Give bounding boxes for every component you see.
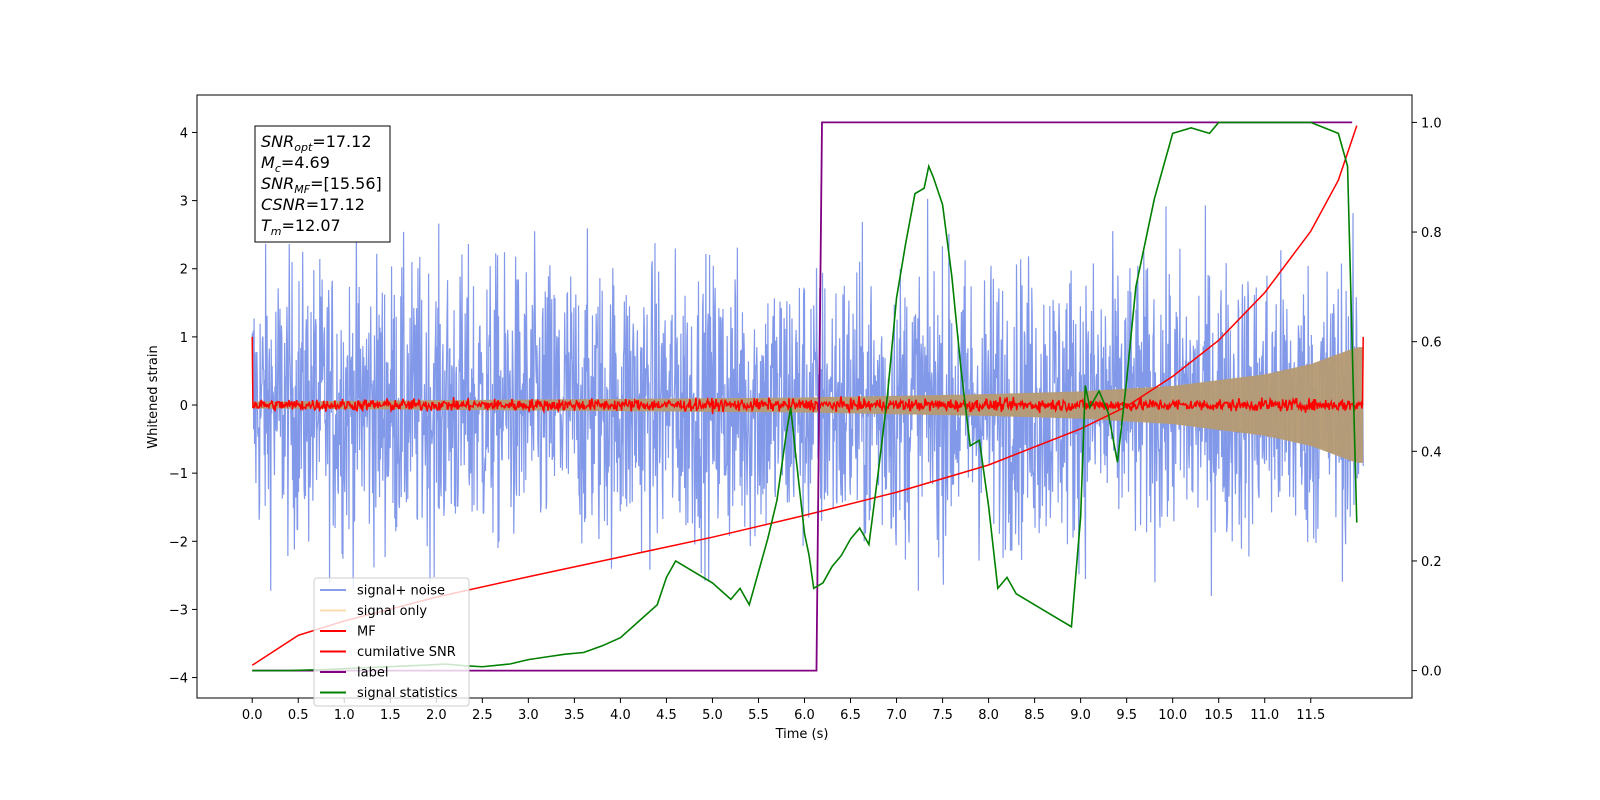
y-tick-label: 4 <box>180 126 188 141</box>
y-tick-label: −1 <box>169 467 188 482</box>
annotation-line: SNRopt=17.12 <box>261 132 372 154</box>
legend: signal+ noise signal only MF cumilative SNR… <box>313 577 470 707</box>
x-tick-label: 3.5 <box>564 708 585 723</box>
y2-tick-label: 0.0 <box>1421 665 1442 680</box>
series-label <box>252 121 1353 672</box>
annotation-box-frame <box>254 125 391 243</box>
annotation-line: SNRMF=[15.56] <box>261 174 382 196</box>
legend-label: MF <box>357 625 376 640</box>
x-tick-label: 6.5 <box>840 708 861 723</box>
x-tick-label: 8.0 <box>978 708 999 723</box>
x-tick-label: 8.5 <box>1024 708 1045 723</box>
x-tick-label: 1.0 <box>334 708 355 723</box>
y-axis-label: Whitened strain <box>146 345 161 448</box>
series-mf <box>251 336 1364 415</box>
x-axis-ticks: 0.0 0.5 1.0 1.5 2.0 2.5 3.0 3.5 4.0 4.5 5.0 5.5 6.0 6… <box>242 698 1325 723</box>
annotation-value: =17.12 <box>312 132 371 151</box>
y2-tick-label: 0.4 <box>1421 445 1442 460</box>
annotation-symbol: SNR <box>261 132 294 151</box>
y2-tick-label: 0.2 <box>1421 555 1442 570</box>
y-tick-label: 3 <box>180 195 188 210</box>
legend-frame <box>313 577 470 707</box>
x-tick-label: 2.0 <box>426 708 447 723</box>
annotation-line: CSNR=17.12 <box>261 195 365 214</box>
annotation-box: SNRopt=17.12Mc=4.69SNRMF=[15.56]CSNR=17.… <box>254 125 391 243</box>
x-tick-label: 1.5 <box>380 708 401 723</box>
x-tick-label: 4.5 <box>656 708 677 723</box>
legend-label: cumilative SNR <box>357 645 456 660</box>
y-tick-label: −3 <box>169 603 188 618</box>
x-tick-label: 5.5 <box>748 708 769 723</box>
annotation-value: =12.07 <box>282 216 341 235</box>
x-tick-label: 9.0 <box>1070 708 1091 723</box>
annotation-value: =4.69 <box>281 153 330 172</box>
x-tick-label: 11.5 <box>1296 708 1325 723</box>
y-tick-label: 2 <box>180 263 188 278</box>
legend-label: signal statistics <box>357 686 458 701</box>
annotation-line: Mc=4.69 <box>261 153 330 175</box>
annotation-line: Tm=12.07 <box>261 216 341 238</box>
annotation-subscript: c <box>275 162 281 175</box>
annotation-symbol: SNR <box>261 174 294 193</box>
y2-axis-ticks: 0.0 0.2 0.4 0.6 0.8 1.0 <box>1412 116 1442 680</box>
x-tick-label: 0.0 <box>242 708 263 723</box>
annotation-subscript: MF <box>294 183 310 196</box>
x-tick-label: 4.0 <box>610 708 631 723</box>
legend-label: label <box>357 666 388 681</box>
x-tick-label: 7.5 <box>932 708 953 723</box>
x-axis-label: Time (s) <box>775 727 829 742</box>
annotation-symbol: CSNR <box>261 195 306 214</box>
series-signal-statistics <box>252 121 1358 672</box>
y-tick-label: −2 <box>169 535 188 550</box>
x-tick-label: 2.5 <box>472 708 493 723</box>
x-tick-label: 6.0 <box>794 708 815 723</box>
y-tick-label: 0 <box>180 399 188 414</box>
x-tick-label: 11.0 <box>1250 708 1279 723</box>
x-tick-label: 10.5 <box>1204 708 1233 723</box>
x-tick-label: 10.0 <box>1158 708 1187 723</box>
y-axis-ticks: −4 −3 −2 −1 0 1 2 3 4 <box>169 126 197 687</box>
legend-label: signal only <box>357 604 427 619</box>
x-tick-label: 7.0 <box>886 708 907 723</box>
x-tick-label: 3.0 <box>518 708 539 723</box>
x-tick-label: 0.5 <box>288 708 309 723</box>
annotation-subscript: opt <box>294 141 313 154</box>
y-tick-label: −4 <box>169 672 188 687</box>
legend-label: signal+ noise <box>357 584 445 599</box>
x-tick-label: 5.0 <box>702 708 723 723</box>
y2-tick-label: 0.8 <box>1421 226 1442 241</box>
annotation-value: =[15.56] <box>310 174 382 193</box>
y2-tick-label: 0.6 <box>1421 336 1442 351</box>
annotation-symbol: M <box>261 153 275 172</box>
y-tick-label: 1 <box>180 331 188 346</box>
y2-tick-label: 1.0 <box>1421 116 1442 131</box>
x-tick-label: 9.5 <box>1116 708 1137 723</box>
annotation-value: =17.12 <box>306 195 365 214</box>
annotation-subscript: m <box>271 225 282 238</box>
annotation-symbol: T <box>261 216 272 235</box>
